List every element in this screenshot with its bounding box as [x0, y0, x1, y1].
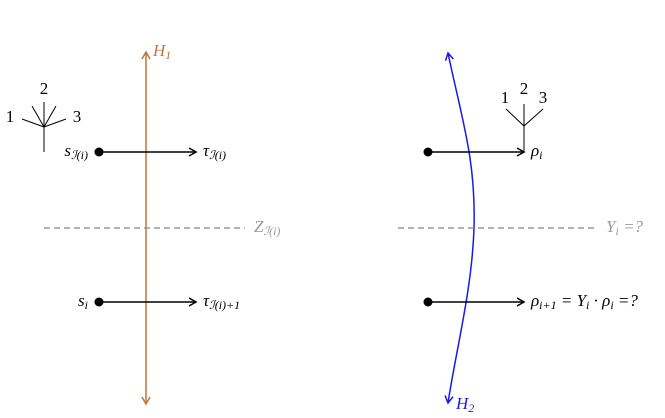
math-sub: i	[539, 148, 542, 162]
math-base: = Y	[557, 291, 588, 310]
math-base: · ρ	[589, 291, 610, 310]
math-sub: i+1	[539, 298, 556, 312]
math-sub: ℐ(i)	[263, 224, 280, 238]
divider-label: Zℐ(i)​	[254, 217, 280, 238]
math-base: τ	[203, 141, 210, 160]
math-base: =?	[619, 217, 644, 236]
math-base: Z	[254, 217, 264, 236]
math-base: s	[64, 141, 71, 160]
tree-label: 2	[520, 79, 529, 98]
target-label: ρi+1​ = Yi​ · ρi​ =?	[530, 291, 638, 312]
math-base: Y	[606, 217, 617, 236]
math-sub: ℐ(i)	[71, 148, 88, 162]
math-sub: ℐ(i)	[209, 148, 226, 162]
tree-label: 3	[539, 88, 548, 107]
math-sub: 2	[468, 401, 474, 415]
tree-label: 1	[6, 107, 15, 126]
math-base: H	[152, 41, 167, 60]
math-sub: i	[615, 224, 618, 238]
math-base: τ	[203, 291, 210, 310]
math-sub: i	[610, 298, 613, 312]
axis-label: H2​	[455, 394, 474, 415]
tree-label: 3	[73, 107, 82, 126]
math-base: H	[455, 394, 470, 413]
source-label: sℐ(i)​	[64, 141, 88, 162]
math-base: ρ	[530, 141, 539, 160]
target-label: τℐ(i)​	[203, 141, 226, 162]
divider-label: Yi​ =?	[606, 217, 644, 238]
math-sub: i	[586, 298, 589, 312]
math-base: ρ	[530, 291, 539, 310]
source-label: si​	[78, 291, 88, 312]
left-tree	[21, 102, 67, 152]
math-sub: 1	[165, 48, 171, 62]
tree-label: 1	[501, 88, 510, 107]
tree-label: 2	[40, 79, 49, 98]
math-base: =?	[614, 291, 639, 310]
math-base: s	[78, 291, 85, 310]
target-label: τℐ(i)+1​	[203, 291, 240, 312]
math-sub: ℐ(i)+1	[209, 298, 240, 312]
axis-label: H1​	[152, 41, 171, 62]
math-sub: i	[85, 298, 88, 312]
target-label: ρi​	[530, 141, 543, 162]
